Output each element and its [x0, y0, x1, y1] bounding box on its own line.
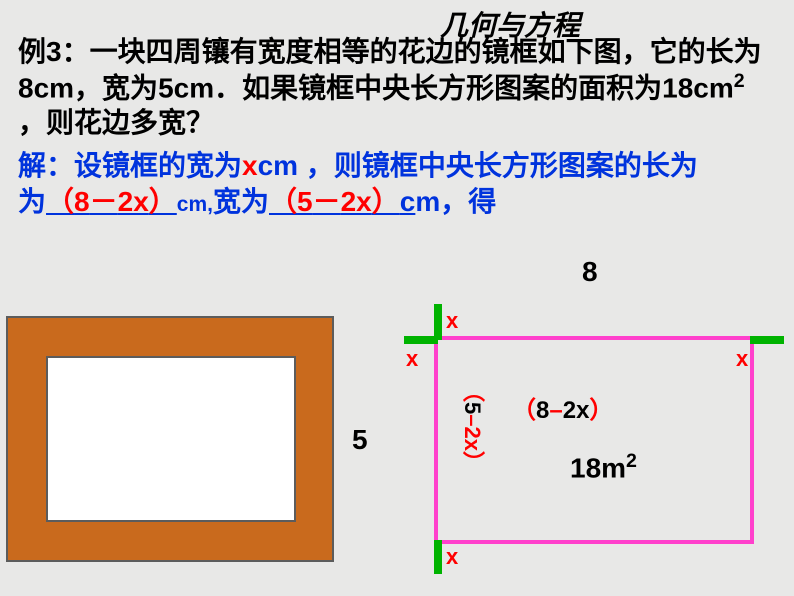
sol-cm-small: cm, — [177, 193, 213, 216]
green-left-h — [404, 336, 438, 344]
v-paren-l: （ — [460, 380, 485, 402]
x-bottom: x — [446, 544, 458, 570]
green-top-v — [434, 304, 442, 340]
problem-length: 8cm — [18, 72, 74, 103]
area-val: 18m — [570, 452, 626, 483]
outer-width-label: 8 — [582, 256, 598, 288]
problem-area-sup: 2 — [734, 70, 745, 92]
v-paren-r: ） — [460, 451, 485, 473]
mirror-frame — [6, 316, 334, 562]
paren-l: （ — [512, 397, 536, 424]
problem-mid1: ，宽为 — [74, 72, 158, 103]
problem-tail: ，则花边多宽？ — [18, 107, 214, 138]
x-right: x — [736, 346, 748, 372]
inner-length-expr: （8–2x） — [512, 390, 613, 425]
area-sup: 2 — [626, 450, 637, 472]
problem-width: 5cm — [158, 72, 214, 103]
example-label: 例3： — [18, 36, 90, 67]
mirror-inner — [46, 356, 296, 522]
expr1-8: 8 — [74, 186, 90, 217]
two-x: 2x — [563, 397, 590, 424]
paren-r: ） — [589, 397, 613, 424]
x-top: x — [446, 308, 458, 334]
outer-height-label: 5 — [352, 424, 368, 456]
problem-mid2: ．如果镜框中央长方形图案的面积为 — [214, 72, 662, 103]
expr1-r: ） — [149, 186, 177, 217]
sol-cm-c: c — [400, 186, 416, 217]
green-right-h — [750, 336, 784, 344]
expr2-l: （ — [269, 186, 297, 217]
area-label: 18m2 — [570, 450, 637, 484]
sol-cm1: cm ，则镜框中央长方形图案的长为 — [258, 150, 698, 181]
problem-text: 例3：一块四周镶有宽度相等的花边的镜框如下图，它的长为 8cm，宽为5cm．如果镜… — [18, 34, 778, 140]
sol-wid-txt: 宽为 — [213, 186, 269, 217]
expr2-5: 5 — [297, 186, 313, 217]
problem-part1: 一块四周镶有宽度相等的花边的镜框如下图，它的长为 — [90, 36, 762, 67]
expr1-2x: 2x — [118, 186, 149, 217]
expr2-minus: － — [313, 186, 341, 217]
x-left: x — [406, 346, 418, 372]
sol-prefix: 解：设镜框的宽为 — [18, 150, 242, 181]
expr2-2x: 2x — [341, 186, 372, 217]
expr2-r: ） — [372, 186, 400, 217]
v-2x: 2x — [460, 427, 485, 451]
inner-width-expr: （5–2x） — [456, 380, 488, 473]
eight-val: 8 — [536, 397, 549, 424]
v-five: 5 — [460, 402, 485, 414]
green-bottom-v — [434, 540, 442, 574]
problem-area: 18cm — [662, 72, 734, 103]
expr1-minus: － — [90, 186, 118, 217]
sol-wei: 为 — [18, 186, 46, 217]
sol-cm-m: m，得 — [415, 186, 496, 217]
sol-x: x — [242, 150, 258, 181]
v-minus: – — [460, 414, 485, 426]
expr1-l: （ — [46, 186, 74, 217]
dimension-diagram: x x x x （8–2x） （5–2x） 18m2 — [422, 320, 772, 560]
solution-text: 解：设镜框的宽为xcm ，则镜框中央长方形图案的长为 为（8－2x）cm,宽为（… — [18, 148, 778, 221]
minus-sym: – — [549, 397, 562, 424]
